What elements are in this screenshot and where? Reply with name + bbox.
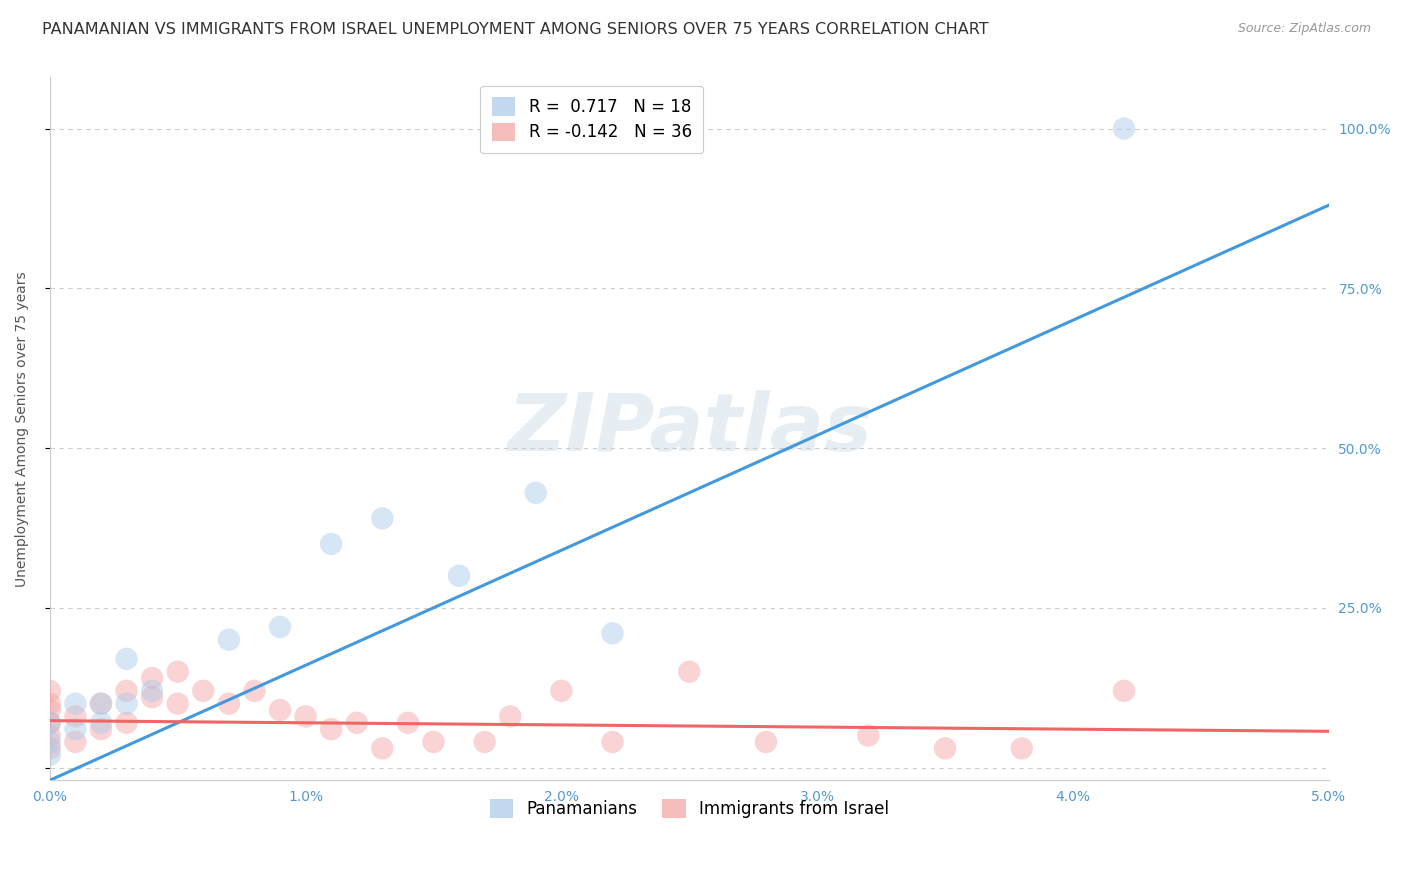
Point bbox=[65, 709, 87, 723]
Point bbox=[65, 722, 87, 736]
Point bbox=[243, 683, 266, 698]
Point bbox=[115, 715, 138, 730]
Text: ZIPatlas: ZIPatlas bbox=[506, 390, 872, 468]
Text: Source: ZipAtlas.com: Source: ZipAtlas.com bbox=[1237, 22, 1371, 36]
Point bbox=[371, 511, 394, 525]
Point bbox=[115, 697, 138, 711]
Point bbox=[115, 683, 138, 698]
Point bbox=[38, 741, 60, 756]
Point bbox=[934, 741, 956, 756]
Point bbox=[321, 537, 343, 551]
Point bbox=[90, 697, 112, 711]
Point bbox=[65, 735, 87, 749]
Point bbox=[65, 697, 87, 711]
Point bbox=[1112, 121, 1135, 136]
Point bbox=[141, 690, 163, 705]
Legend: Panamanians, Immigrants from Israel: Panamanians, Immigrants from Israel bbox=[482, 793, 896, 825]
Point bbox=[38, 703, 60, 717]
Point bbox=[90, 722, 112, 736]
Point bbox=[166, 697, 188, 711]
Point bbox=[602, 626, 624, 640]
Point bbox=[602, 735, 624, 749]
Point bbox=[371, 741, 394, 756]
Point bbox=[678, 665, 700, 679]
Point bbox=[38, 683, 60, 698]
Point bbox=[294, 709, 316, 723]
Point bbox=[166, 665, 188, 679]
Point bbox=[141, 671, 163, 685]
Point bbox=[90, 715, 112, 730]
Point bbox=[396, 715, 419, 730]
Point bbox=[346, 715, 368, 730]
Point bbox=[90, 697, 112, 711]
Point bbox=[141, 683, 163, 698]
Point bbox=[499, 709, 522, 723]
Point bbox=[755, 735, 778, 749]
Point bbox=[1112, 683, 1135, 698]
Point bbox=[38, 715, 60, 730]
Point bbox=[422, 735, 444, 749]
Point bbox=[218, 697, 240, 711]
Point bbox=[38, 715, 60, 730]
Point bbox=[115, 652, 138, 666]
Point bbox=[38, 697, 60, 711]
Point bbox=[1011, 741, 1033, 756]
Point bbox=[524, 485, 547, 500]
Point bbox=[38, 735, 60, 749]
Text: PANAMANIAN VS IMMIGRANTS FROM ISRAEL UNEMPLOYMENT AMONG SENIORS OVER 75 YEARS CO: PANAMANIAN VS IMMIGRANTS FROM ISRAEL UNE… bbox=[42, 22, 988, 37]
Point bbox=[858, 729, 880, 743]
Point bbox=[193, 683, 215, 698]
Point bbox=[269, 703, 291, 717]
Point bbox=[218, 632, 240, 647]
Point bbox=[38, 729, 60, 743]
Point bbox=[38, 747, 60, 762]
Point bbox=[474, 735, 496, 749]
Point bbox=[269, 620, 291, 634]
Y-axis label: Unemployment Among Seniors over 75 years: Unemployment Among Seniors over 75 years bbox=[15, 271, 30, 587]
Point bbox=[447, 569, 470, 583]
Point bbox=[321, 722, 343, 736]
Point bbox=[550, 683, 572, 698]
